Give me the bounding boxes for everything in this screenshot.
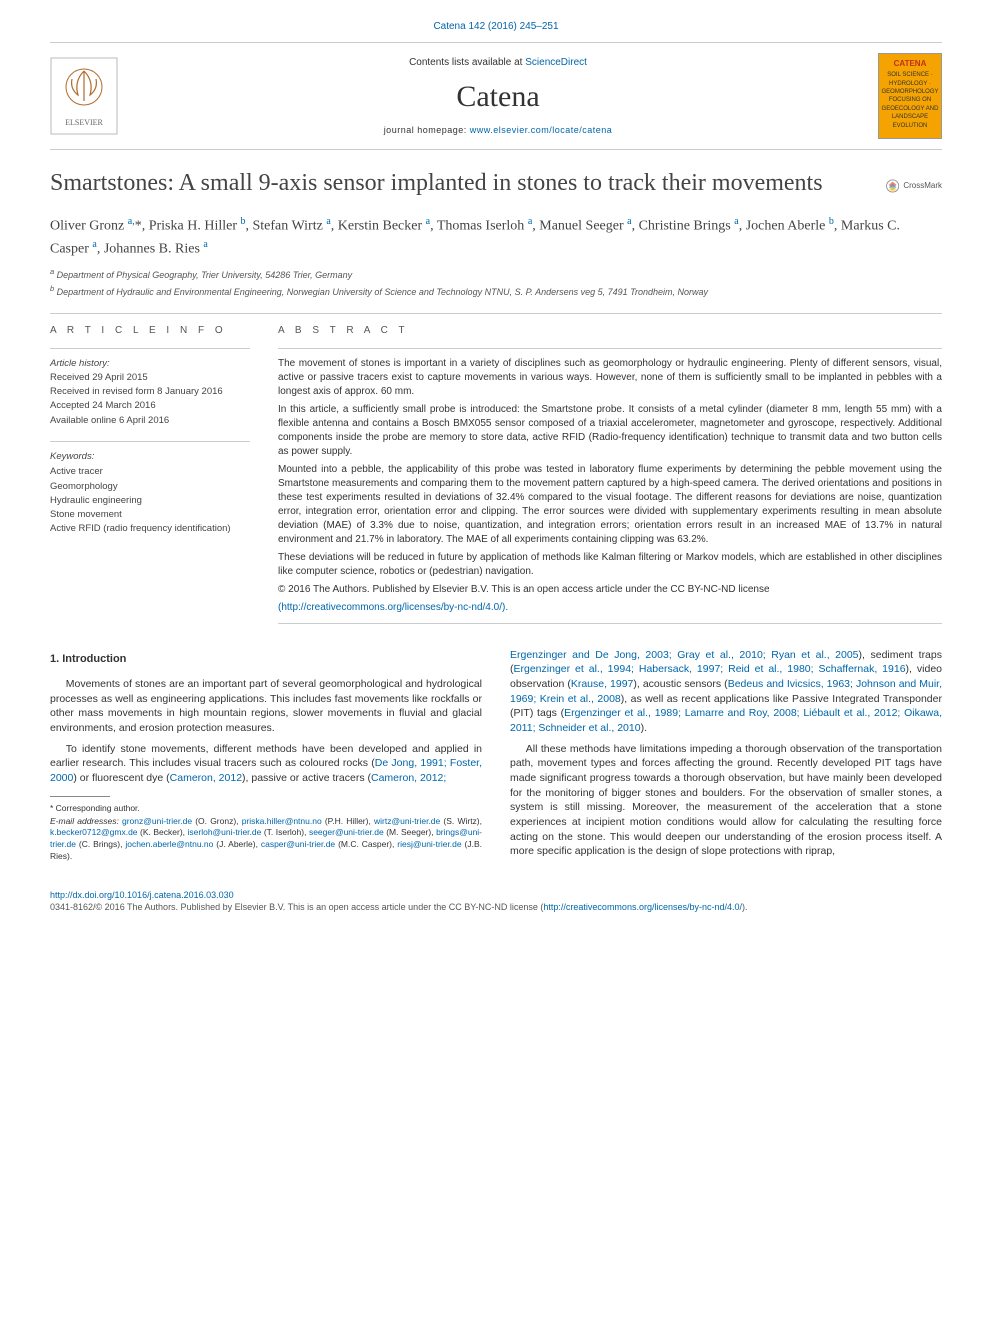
- abstract-p2: In this article, a sufficiently small pr…: [278, 403, 942, 459]
- footnote-rule: [50, 796, 110, 797]
- abstract-block: A B S T R A C T The movement of stones i…: [278, 324, 942, 624]
- abstract-p4: These deviations will be reduced in futu…: [278, 551, 942, 579]
- keyword: Active RFID (radio frequency identificat…: [50, 522, 250, 535]
- history-received: Received 29 April 2015: [50, 371, 250, 384]
- article-title: Smartstones: A small 9-axis sensor impla…: [50, 168, 870, 198]
- email-link[interactable]: wirtz@uni-trier.de: [374, 816, 440, 826]
- cover-subtitle-1: SOIL SCIENCE · HYDROLOGY · GEOMORPHOLOGY: [881, 71, 939, 96]
- body-p3c: ), acoustic sensors (: [633, 678, 727, 690]
- footer-license-link[interactable]: http://creativecommons.org/licenses/by-n…: [543, 902, 742, 912]
- doi-link[interactable]: http://dx.doi.org/10.1016/j.catena.2016.…: [50, 890, 234, 900]
- history-revised: Received in revised form 8 January 2016: [50, 385, 250, 398]
- cover-title: CATENA: [894, 58, 927, 69]
- running-head: Catena 142 (2016) 245–251: [50, 20, 942, 34]
- article-body: 1. Introduction Movements of stones are …: [50, 648, 942, 865]
- availability-prefix: Contents lists available at: [409, 57, 525, 68]
- history-label: Article history:: [50, 357, 250, 370]
- homepage-link[interactable]: www.elsevier.com/locate/catena: [470, 125, 613, 135]
- abstract-license: (http://creativecommons.org/licenses/by-…: [278, 601, 942, 615]
- history-accepted: Accepted 24 March 2016: [50, 399, 250, 412]
- issn-text: 0341-8162/© 2016 The Authors. Published …: [50, 902, 543, 912]
- footnotes: * Corresponding author. E-mail addresses…: [50, 803, 482, 863]
- rule: [50, 441, 250, 442]
- cover-subtitle-2: FOCUSING ON GEOECOLOGY AND LANDSCAPE EVO…: [881, 96, 939, 130]
- article-info-heading: A R T I C L E I N F O: [50, 324, 250, 338]
- homepage-label: journal homepage:: [384, 125, 470, 135]
- body-p1: Movements of stones are an important par…: [50, 677, 482, 736]
- citation-link[interactable]: Krause, 1997: [571, 678, 634, 690]
- author-list: Oliver Gronz a,*, Priska H. Hiller b, St…: [50, 214, 942, 259]
- abstract-copyright: © 2016 The Authors. Published by Elsevie…: [278, 583, 942, 597]
- email-link[interactable]: iserloh@uni-trier.de: [188, 827, 262, 837]
- history-online: Available online 6 April 2016: [50, 414, 250, 427]
- issn-line: 0341-8162/© 2016 The Authors. Published …: [50, 901, 942, 914]
- title-block: Smartstones: A small 9-axis sensor impla…: [50, 168, 942, 204]
- availability-line: Contents lists available at ScienceDirec…: [130, 56, 866, 70]
- abstract-p1: The movement of stones is important in a…: [278, 357, 942, 399]
- citation-link[interactable]: Cameron, 2012: [170, 772, 242, 784]
- article-info: A R T I C L E I N F O Article history: R…: [50, 324, 250, 624]
- abstract-heading: A B S T R A C T: [278, 324, 942, 338]
- crossmark-badge[interactable]: CrossMark: [886, 168, 942, 204]
- info-abstract-row: A R T I C L E I N F O Article history: R…: [50, 324, 942, 624]
- affiliation: b Department of Hydraulic and Environmen…: [50, 284, 942, 299]
- abstract-p3: Mounted into a pebble, the applicability…: [278, 463, 942, 547]
- keywords-label: Keywords:: [50, 450, 250, 463]
- journal-name: Catena: [130, 76, 866, 118]
- svg-text:ELSEVIER: ELSEVIER: [65, 118, 103, 127]
- license-link[interactable]: (http://creativecommons.org/licenses/by-…: [278, 602, 508, 613]
- keyword: Hydraulic engineering: [50, 494, 250, 507]
- citation-link[interactable]: Ergenzinger et al., 1989; Lamarre and Ro…: [510, 707, 942, 734]
- email-link[interactable]: gronz@uni-trier.de: [122, 816, 192, 826]
- rule: [50, 313, 942, 314]
- email-list: E-mail addresses: gronz@uni-trier.de (O.…: [50, 816, 482, 864]
- keyword: Stone movement: [50, 508, 250, 521]
- body-p2c: ), passive or active tracers (: [242, 772, 371, 784]
- body-p2: To identify stone movements, different m…: [50, 742, 482, 786]
- masthead-center: Contents lists available at ScienceDirec…: [130, 56, 866, 137]
- body-p4: All these methods have limitations imped…: [510, 742, 942, 860]
- crossmark-label: CrossMark: [903, 180, 942, 191]
- email-link[interactable]: seeger@uni-trier.de: [309, 827, 384, 837]
- publisher-logo: ELSEVIER: [50, 57, 118, 135]
- rule: [278, 348, 942, 349]
- section-heading-1: 1. Introduction: [50, 652, 482, 667]
- citation-link[interactable]: Cameron, 2012;: [371, 772, 446, 784]
- keyword: Active tracer: [50, 465, 250, 478]
- affiliations: a Department of Physical Geography, Trie…: [50, 267, 942, 298]
- journal-homepage: journal homepage: www.elsevier.com/locat…: [130, 124, 866, 137]
- affiliation: a Department of Physical Geography, Trie…: [50, 267, 942, 282]
- keywords: Keywords: Active tracer GeomorphologyHydr…: [50, 450, 250, 536]
- keywords-list: Active tracer GeomorphologyHydraulic engi…: [50, 465, 250, 535]
- body-p2b: ) or fluorescent dye (: [73, 772, 169, 784]
- citation-link[interactable]: Ergenzinger and De Jong, 2003; Gray et a…: [510, 649, 859, 661]
- corresponding-note: * Corresponding author.: [50, 803, 482, 815]
- email-link[interactable]: casper@uni-trier.de: [261, 839, 335, 849]
- masthead: ELSEVIER Contents lists available at Sci…: [50, 42, 942, 150]
- page-footer: http://dx.doi.org/10.1016/j.catena.2016.…: [50, 889, 942, 914]
- sciencedirect-link[interactable]: ScienceDirect: [525, 57, 587, 68]
- journal-cover-thumb: CATENA SOIL SCIENCE · HYDROLOGY · GEOMOR…: [878, 53, 942, 139]
- email-link[interactable]: riesj@uni-trier.de: [397, 839, 461, 849]
- citation-link[interactable]: Ergenzinger et al., 1994; Habersack, 199…: [514, 663, 906, 675]
- body-p3e: ).: [641, 722, 647, 734]
- rule: [50, 348, 250, 349]
- issn-tail: ).: [742, 902, 748, 912]
- body-p3: Ergenzinger and De Jong, 2003; Gray et a…: [510, 648, 942, 736]
- article-history: Article history: Received 29 April 2015 …: [50, 357, 250, 427]
- email-link[interactable]: k.becker0712@gmx.de: [50, 827, 138, 837]
- keyword: Geomorphology: [50, 480, 250, 493]
- email-link[interactable]: priska.hiller@ntnu.no: [242, 816, 322, 826]
- rule: [278, 623, 942, 624]
- abstract-text: The movement of stones is important in a…: [278, 357, 942, 615]
- email-link[interactable]: jochen.aberle@ntnu.no: [125, 839, 213, 849]
- crossmark-icon: [886, 174, 899, 198]
- citation-link[interactable]: Catena 142 (2016) 245–251: [433, 21, 558, 32]
